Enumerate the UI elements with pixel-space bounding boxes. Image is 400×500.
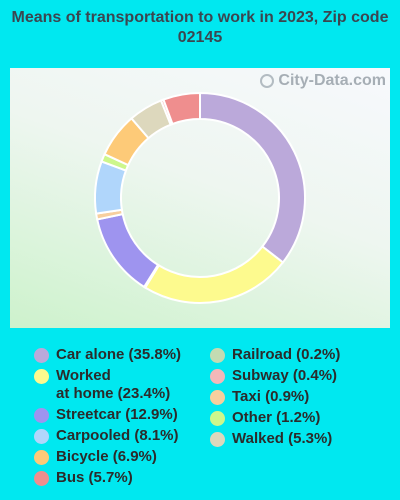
legend-item-walked: Walked (5.3%)	[210, 430, 340, 448]
legend-label: Bus (5.7%)	[56, 469, 133, 486]
legend-item-streetcar: Streetcar (12.9%)	[34, 406, 181, 424]
legend-item-worked-at-home: Worked at home (23.4%)	[34, 367, 181, 403]
legend-item-bus: Bus (5.7%)	[34, 469, 181, 487]
legend-swatch	[34, 450, 49, 465]
legend-item-car-alone: Car alone (35.8%)	[34, 346, 181, 364]
legend-label: Car alone (35.8%)	[56, 346, 182, 363]
legend-swatch	[34, 429, 49, 444]
chart-title: Means of transportation to work in 2023,…	[11, 9, 389, 46]
watermark-text: City-Data.com	[278, 72, 386, 89]
legend-label: Streetcar (12.9%)	[56, 406, 178, 423]
slice-worked-at-home	[143, 245, 285, 304]
legend-item-railroad: Railroad (0.2%)	[210, 346, 340, 364]
legend-column-1: Car alone (35.8%) Worked at home (23.4%) S…	[34, 346, 181, 490]
legend-item-carpooled: Carpooled (8.1%)	[34, 427, 181, 445]
legend-swatch	[34, 408, 49, 423]
legend-swatch	[34, 369, 49, 384]
legend-swatch	[34, 348, 49, 363]
slice-car-alone	[199, 91, 306, 264]
watermark: City-Data.com	[260, 72, 386, 90]
legend-item-bicycle: Bicycle (6.9%)	[34, 448, 181, 466]
magnifier-icon	[260, 74, 275, 88]
legend-swatch	[210, 390, 225, 405]
legend-label: Worked at home (23.4%)	[56, 367, 171, 402]
legend-swatch	[210, 348, 225, 363]
legend-label: Carpooled (8.1%)	[56, 427, 179, 444]
slice-streetcar	[96, 212, 160, 289]
legend-column-2: Railroad (0.2%) Subway (0.4%) Taxi (0.9%) O…	[210, 346, 340, 451]
legend-swatch	[210, 369, 225, 384]
slice-bus	[162, 91, 201, 126]
legend-swatch	[34, 471, 49, 486]
legend-label: Other (1.2%)	[232, 409, 321, 426]
legend-item-other: Other (1.2%)	[210, 409, 340, 427]
legend-item-taxi: Taxi (0.9%)	[210, 388, 340, 406]
legend-swatch	[210, 411, 225, 426]
legend-label: Subway (0.4%)	[232, 367, 338, 384]
legend-label: Taxi (0.9%)	[232, 388, 310, 405]
legend-label: Walked (5.3%)	[232, 430, 333, 447]
legend-label: Railroad (0.2%)	[232, 346, 341, 363]
legend-item-subway: Subway (0.4%)	[210, 367, 340, 385]
legend-swatch	[210, 432, 225, 447]
legend-label: Bicycle (6.9%)	[56, 448, 157, 465]
